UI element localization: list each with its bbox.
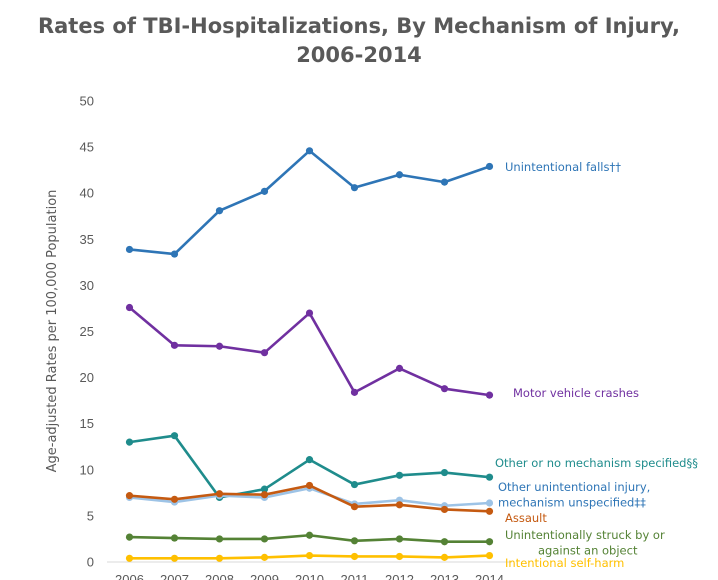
y-axis-label: Age-adjusted Rates per 100,000 Populatio…: [45, 190, 60, 473]
data-point: [170, 432, 179, 440]
data-point: [125, 245, 134, 254]
series-labels: Unintentional falls†† Motor vehicle crash…: [495, 160, 698, 570]
y-tick-label: 40: [80, 186, 94, 201]
data-point: [485, 162, 494, 171]
chart-title: Rates of TBI-Hospitalizations, By Mechan…: [0, 12, 718, 70]
data-point: [485, 551, 494, 560]
data-point: [125, 492, 134, 500]
data-point: [260, 349, 269, 357]
data-point: [395, 471, 404, 479]
y-tick-label: 35: [80, 232, 94, 247]
series-line: [129, 149, 490, 256]
x-tick-label: 2012: [385, 572, 414, 580]
data-point: [440, 505, 449, 514]
axes: 0 5 10 15 20 25 30 35 40 45 50 2006 2007 2008 2009 2010…: [80, 94, 512, 580]
data-point: [215, 207, 224, 215]
data-point: [440, 385, 449, 393]
series-1: [125, 303, 494, 399]
data-point: [395, 501, 404, 509]
data-point: [350, 184, 359, 192]
data-point: [125, 554, 134, 562]
data-point: [485, 499, 494, 507]
data-point: [215, 554, 224, 562]
data-point: [440, 553, 449, 561]
data-point: [485, 507, 494, 515]
data-point: [260, 553, 269, 561]
data-point: [305, 309, 314, 317]
series-line: [128, 306, 490, 397]
x-tick-label: 2014: [475, 572, 504, 580]
data-point: [350, 503, 359, 511]
x-tick-label: 2006: [115, 572, 144, 580]
data-point: [305, 147, 314, 155]
data-point: [215, 490, 224, 498]
y-tick-label: 15: [80, 416, 94, 431]
x-tick-label: 2011: [341, 572, 369, 580]
data-point: [170, 495, 179, 503]
data-point: [305, 531, 314, 539]
y-tick-label: 20: [80, 370, 94, 385]
series-label: Assault: [505, 511, 547, 525]
series-5: [125, 531, 494, 546]
data-point: [350, 388, 359, 396]
series-label: Other unintentional injury,: [498, 480, 650, 494]
series-label: Motor vehicle crashes: [513, 386, 639, 400]
chart-title-line-2: 2006-2014: [296, 43, 422, 67]
data-point: [260, 535, 269, 543]
data-point: [215, 535, 224, 543]
data-point: [170, 250, 179, 258]
x-tick-label: 2013: [430, 572, 459, 580]
series-label: against an object: [538, 544, 638, 558]
data-point: [395, 364, 404, 372]
series-label: mechanism unspecified‡‡: [498, 496, 646, 510]
x-tick-label: 2009: [250, 572, 279, 580]
data-point: [485, 473, 494, 481]
x-tick-label: 2008: [205, 572, 234, 580]
y-tick-label: 30: [80, 278, 94, 293]
data-point: [350, 480, 359, 489]
data-point: [440, 178, 449, 186]
series-0: [125, 147, 494, 258]
data-point: [350, 552, 359, 561]
x-tick-label: 2010: [295, 572, 324, 580]
data-point: [260, 491, 269, 499]
y-tick-label: 45: [80, 140, 94, 155]
data-point: [215, 342, 224, 350]
data-point: [170, 534, 179, 542]
series-label: Intentional self-harm: [505, 556, 624, 570]
data-point: [125, 533, 134, 541]
data-point: [170, 554, 179, 562]
y-tick-label: 5: [87, 508, 94, 523]
series-label: Unintentionally struck by or: [505, 528, 665, 542]
data-point: [260, 485, 269, 493]
data-point: [305, 481, 314, 490]
y-tick-label: 10: [80, 462, 94, 477]
data-point: [305, 551, 314, 560]
data-point: [125, 303, 134, 312]
data-point: [125, 438, 134, 446]
y-tick-label: 50: [80, 94, 94, 109]
data-point: [485, 391, 494, 399]
series-label: Other or no mechanism specified§§: [495, 456, 698, 470]
series-group: [125, 147, 494, 562]
series-6: [125, 551, 494, 562]
data-point: [395, 535, 404, 543]
data-point: [170, 341, 179, 349]
data-point: [485, 538, 494, 546]
data-point: [350, 537, 359, 545]
x-tick-label: 2007: [160, 572, 189, 580]
y-tick-label: 25: [80, 324, 94, 339]
y-tick-label: 0: [87, 555, 94, 570]
chart-title-line-1: Rates of TBI-Hospitalizations, By Mechan…: [37, 14, 681, 38]
data-point: [260, 187, 269, 195]
data-point: [395, 171, 404, 179]
data-point: [305, 456, 314, 464]
data-point: [440, 538, 449, 546]
data-point: [440, 468, 449, 477]
data-point: [395, 552, 404, 561]
series-4: [125, 481, 494, 515]
series-label: Unintentional falls††: [505, 160, 621, 174]
